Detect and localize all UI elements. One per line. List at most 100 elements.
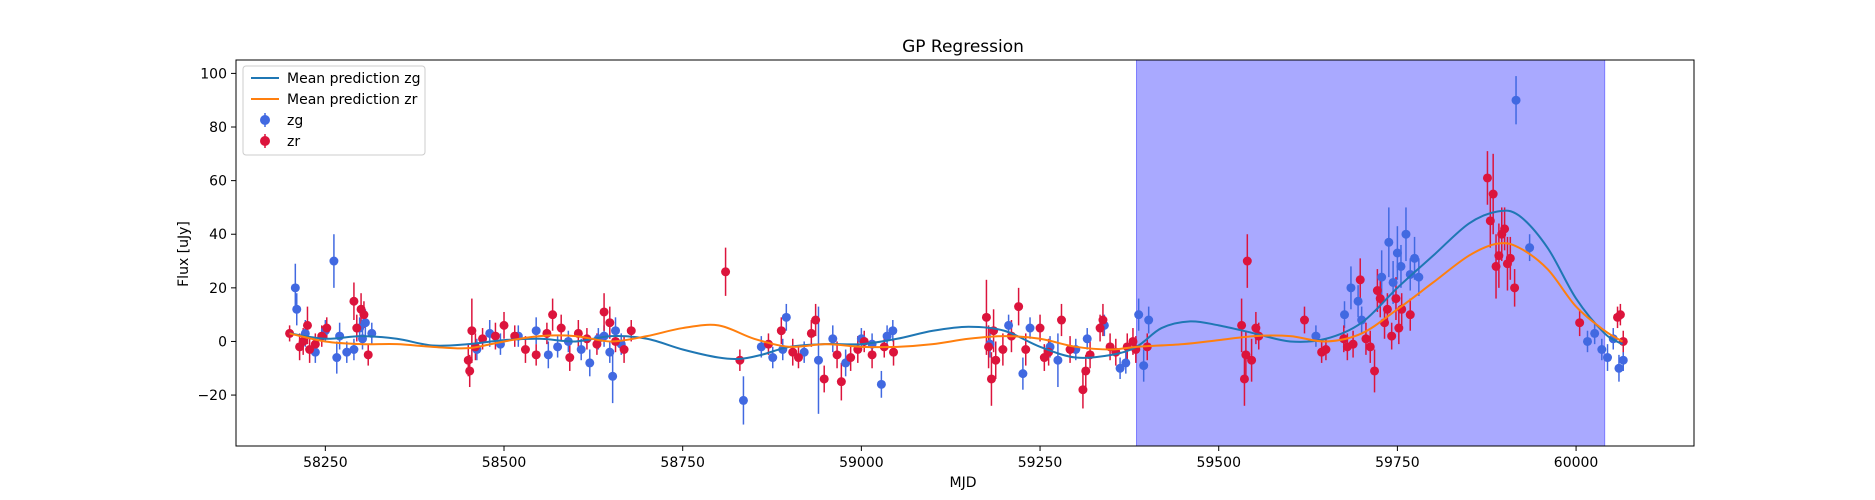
legend-label-mean-zg: Mean prediction zg xyxy=(287,71,421,87)
zr-point xyxy=(1394,323,1404,333)
zr-point xyxy=(490,331,500,341)
zg-point xyxy=(738,395,748,405)
zr-point xyxy=(1370,366,1380,376)
zr-point xyxy=(793,353,803,363)
zr-point xyxy=(1035,323,1045,333)
zg-point xyxy=(553,342,563,352)
zr-point xyxy=(788,347,798,357)
x-tick-label: 59250 xyxy=(1018,455,1063,471)
zr-point xyxy=(298,336,308,346)
zr-point xyxy=(811,315,821,325)
zg-point xyxy=(1384,237,1394,247)
zr-point xyxy=(1321,345,1331,354)
zr-point xyxy=(1500,224,1510,234)
zg-point xyxy=(1410,253,1420,263)
zg-point xyxy=(1346,283,1356,293)
zr-point xyxy=(605,318,615,328)
zr-point xyxy=(1014,302,1024,312)
zr-point xyxy=(499,320,509,330)
x-axis-label: MJD xyxy=(950,475,977,491)
zr-point xyxy=(721,267,731,277)
zg-point xyxy=(876,379,886,389)
zr-point xyxy=(352,323,362,333)
y-tick-label: 40 xyxy=(209,227,227,243)
y-tick-label: 60 xyxy=(209,174,227,190)
zr-point xyxy=(846,353,856,363)
y-tick-label: 100 xyxy=(200,66,227,82)
zr-point xyxy=(1299,315,1309,325)
zg-point xyxy=(1025,323,1035,333)
zr-point xyxy=(1372,286,1382,296)
zr-point xyxy=(832,350,842,360)
zg-point xyxy=(608,371,618,381)
zr-point xyxy=(463,355,473,365)
legend-label-zg: zg xyxy=(287,113,303,129)
zr-point xyxy=(599,307,609,317)
zr-point xyxy=(592,339,602,349)
zr-point xyxy=(1510,283,1520,293)
zr-point xyxy=(1575,318,1585,328)
zr-point xyxy=(1387,331,1397,341)
x-tick-label: 58750 xyxy=(660,455,705,471)
zr-point xyxy=(465,366,475,376)
zg-point xyxy=(332,353,342,363)
zr-point xyxy=(1098,315,1108,325)
zg-point xyxy=(1353,296,1363,306)
x-tick-label: 58500 xyxy=(482,455,527,471)
zg-point xyxy=(543,350,553,360)
zg-point xyxy=(342,347,352,357)
zr-point xyxy=(1391,294,1401,304)
zr-point xyxy=(1482,173,1492,183)
zg-point xyxy=(768,353,778,363)
legend-label-mean-zr: Mean prediction zr xyxy=(287,92,418,108)
zr-point xyxy=(776,326,786,336)
zg-point xyxy=(813,355,823,365)
zr-point xyxy=(322,323,332,333)
zr-point xyxy=(1237,320,1247,330)
zg-point xyxy=(1401,229,1411,239)
zr-points xyxy=(285,173,1628,395)
zr-point xyxy=(1021,345,1031,354)
zr-point xyxy=(1239,374,1249,384)
zg-point xyxy=(349,345,359,354)
x-tick-label: 59000 xyxy=(839,455,884,471)
zr-point xyxy=(1078,385,1088,395)
zr-point xyxy=(991,355,1001,365)
x-axis: 58250 58500 58750 59000 59250 59500 59750 60000 xyxy=(303,446,1598,471)
zr-point xyxy=(478,334,488,344)
x-tick-label: 59750 xyxy=(1375,455,1420,471)
zr-point xyxy=(359,310,369,320)
zg-point xyxy=(781,312,791,322)
zg-point xyxy=(360,318,370,328)
zg-point xyxy=(1115,363,1125,373)
zr-point xyxy=(867,350,877,360)
zg-point xyxy=(605,347,615,357)
zr-point xyxy=(1615,310,1625,320)
zg-point xyxy=(1004,320,1014,330)
zg-point xyxy=(1603,353,1613,363)
zg-point xyxy=(1525,243,1535,253)
zg-point xyxy=(1396,261,1406,271)
zg-point xyxy=(1597,345,1607,354)
zr-point xyxy=(310,339,320,349)
zr-point xyxy=(1382,304,1392,314)
legend: Mean prediction zg Mean prediction zr zg… xyxy=(242,65,426,156)
zg-point xyxy=(585,358,595,368)
zg-point xyxy=(1583,336,1593,346)
zg-point xyxy=(1405,269,1415,279)
zg-point xyxy=(799,347,809,357)
zg-point xyxy=(576,345,586,354)
zg-point xyxy=(1139,361,1149,371)
zr-point xyxy=(1065,345,1075,354)
zr-point xyxy=(889,347,899,357)
zr-point xyxy=(986,374,996,384)
x-tick-label: 58250 xyxy=(303,455,348,471)
zg-point xyxy=(882,331,892,341)
zr-point xyxy=(1405,310,1415,320)
zr-point xyxy=(1505,253,1515,263)
zr-point xyxy=(1095,323,1105,333)
legend-swatch-zr-marker xyxy=(260,136,270,146)
zg-point xyxy=(888,326,898,336)
zg-point xyxy=(1134,310,1144,320)
zr-point xyxy=(1361,334,1371,344)
